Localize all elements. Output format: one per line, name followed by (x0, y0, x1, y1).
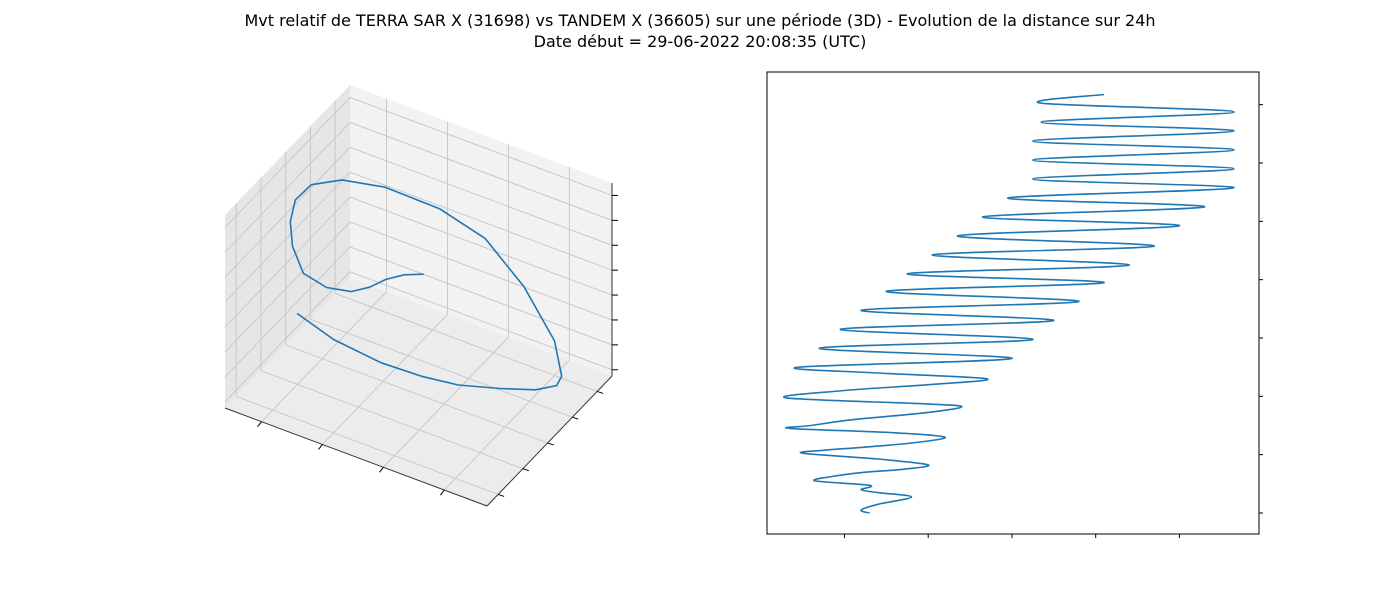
x-tick (257, 421, 262, 427)
figure-subtitle: Date début = 29-06-2022 20:08:35 (UTC) (534, 32, 867, 51)
grid-y-floor (235, 395, 499, 495)
series-line-distance (782, 93, 1235, 514)
grid-z-back (349, 96, 613, 196)
grid-z-side (224, 122, 351, 253)
grid-z-back (349, 121, 613, 221)
grid-z-side (224, 196, 351, 328)
grid-x-floor (383, 336, 509, 468)
x-tick (379, 466, 384, 473)
series-line-3d (289, 179, 563, 391)
grid-y-floor (260, 370, 524, 470)
grid-z-back (349, 271, 613, 371)
grid-x-floor (261, 291, 387, 423)
pane-xz (350, 85, 612, 376)
y-tick (596, 390, 604, 394)
axis-y-line (486, 375, 613, 507)
grid-z-back (349, 221, 613, 321)
grid-z-back (349, 171, 613, 271)
x-tick (318, 444, 323, 450)
x-tick (439, 489, 445, 496)
grid-z-back (349, 196, 613, 296)
pane-yz (225, 85, 350, 408)
y-tick (497, 493, 505, 497)
grid-z-side (224, 246, 351, 378)
y-tick (522, 468, 530, 472)
grid-z-side (224, 146, 351, 278)
axes-frame (766, 71, 1260, 535)
y-tick (547, 442, 554, 446)
pane-xy (225, 278, 612, 506)
grid-x-floor (322, 314, 448, 445)
grid-z-back (349, 146, 613, 246)
grid-y-floor (334, 292, 598, 392)
grid-z-side (224, 171, 351, 303)
grid-z-back (349, 246, 613, 346)
figure-title: Mvt relatif de TERRA SAR X (31698) vs TA… (244, 11, 1155, 30)
grid-x-floor (443, 359, 570, 491)
grid-y-floor (310, 318, 573, 418)
y-tick (572, 416, 579, 420)
grid-z-side (224, 97, 351, 228)
axis-x-line (224, 407, 488, 507)
grid-z-side (224, 221, 351, 353)
grid-z-side (224, 271, 351, 403)
plot-3d-trajectory (224, 85, 618, 507)
plot-distance-vs-time (766, 71, 1263, 538)
grid-y-floor (285, 344, 548, 444)
